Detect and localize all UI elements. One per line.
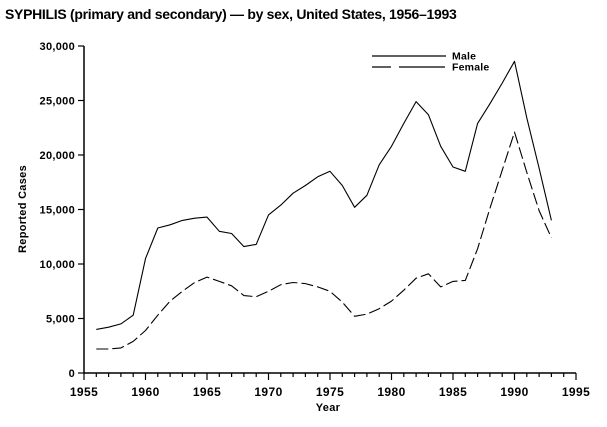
y-tick-label: 5,000 [46,314,75,326]
x-tick-label: 1975 [316,385,344,399]
x-tick-label: 1995 [562,385,590,399]
x-tick-label: 1955 [70,385,98,399]
x-tick-label: 1960 [131,385,159,399]
x-tick-label: 1985 [439,385,467,399]
chart-title: SYPHILIS (primary and secondary) — by se… [5,6,457,22]
x-tick-label: 1980 [377,385,405,399]
y-tick-label: 10,000 [40,259,75,271]
legend-female-label: Female [452,62,489,74]
legend-male-label: Male [452,51,476,63]
x-tick-label: 1990 [500,385,528,399]
y-tick-label: 20,000 [40,150,75,162]
x-tick-label: 1965 [193,385,221,399]
male-line [96,60,552,330]
y-axis-label: Reported Cases [17,165,29,253]
y-tick-label: 0 [69,368,75,380]
y-tick-label: 30,000 [40,41,75,53]
female-line [96,131,552,350]
x-tick-label: 1970 [254,385,282,399]
y-tick-label: 15,000 [40,205,75,217]
axes [83,46,576,374]
y-tick-label: 25,000 [40,96,75,108]
x-axis-label: Year [316,402,341,414]
